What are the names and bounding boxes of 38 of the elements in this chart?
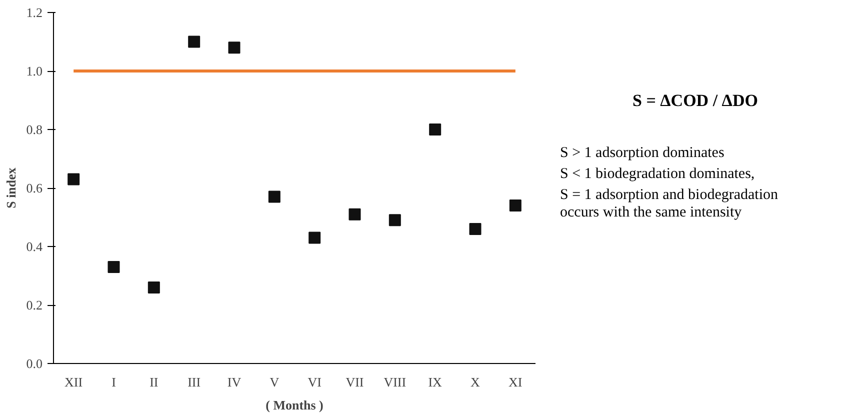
text: S = 1 adsorption and biodegradation [560, 187, 779, 204]
text: S > 1 adsorption dominates [560, 144, 724, 161]
point [148, 281, 160, 294]
x-tick-label: III [188, 374, 201, 390]
text: S = ΔCOD / ΔDO [632, 90, 758, 110]
x-tick-label: V [270, 374, 280, 390]
x-axis-title: ( Months ) [266, 398, 324, 412]
text: S < 1 biodegradation dominates, [560, 166, 755, 182]
point [188, 36, 200, 48]
text: occurs with the same intensity [560, 204, 742, 221]
y-tick-label: 0.4 [26, 239, 43, 254]
point [348, 208, 361, 220]
x-tick-label: XI [508, 374, 522, 390]
x-tick-label: VI [308, 374, 322, 390]
point [68, 173, 80, 186]
x-tick-label: X [470, 374, 481, 390]
y-tick-label: 0.8 [26, 122, 42, 137]
point [108, 260, 120, 273]
point [388, 214, 401, 226]
point [469, 222, 482, 235]
x-tick-label: I [112, 374, 116, 390]
point [308, 232, 321, 244]
x-tick-label: IV [227, 374, 242, 390]
point [228, 42, 240, 54]
x-tick-label: VIII [384, 374, 406, 390]
x-tick-label: XII [64, 374, 83, 390]
y-tick-label: 1.0 [26, 64, 42, 78]
point [509, 200, 522, 212]
y-tick-label: 0.0 [26, 356, 42, 371]
y-tick-label: 0.6 [26, 180, 43, 196]
x-tick-label: VII [346, 374, 364, 390]
y-axis-title: S index [3, 167, 18, 208]
y-tick-label: 0.2 [26, 298, 42, 312]
point [429, 124, 442, 136]
x-tick-label: IX [428, 374, 443, 390]
x-tick-label: II [150, 374, 158, 390]
y-tick-label: 1.2 [26, 5, 42, 20]
point [268, 190, 280, 203]
